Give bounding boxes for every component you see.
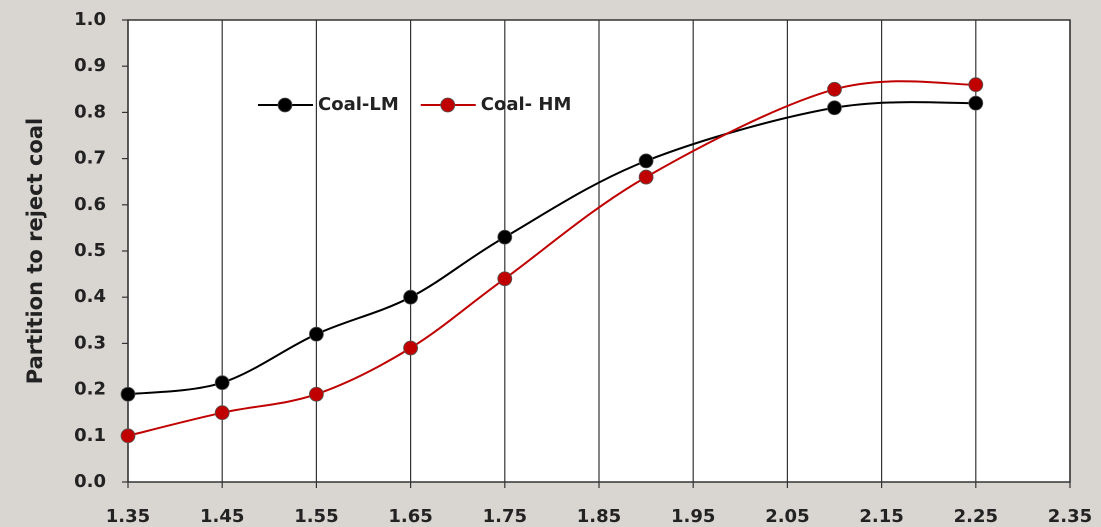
series-line xyxy=(127,101,976,396)
legend-label: Coal- HM xyxy=(481,94,572,115)
data-point xyxy=(497,271,513,287)
data-point xyxy=(214,375,230,391)
y-tick-label: 0.5 xyxy=(74,240,106,261)
x-tick-label: 2.35 xyxy=(1048,506,1092,527)
y-tick-label: 0.7 xyxy=(74,148,106,169)
data-point xyxy=(308,386,324,402)
legend-marker xyxy=(277,97,293,113)
y-tick-label: 0.3 xyxy=(74,332,106,353)
x-tick-label: 1.35 xyxy=(106,506,150,527)
legend-marker xyxy=(440,97,456,113)
x-tick-label: 1.95 xyxy=(671,506,715,527)
data-point xyxy=(308,326,324,342)
x-tick-label: 1.55 xyxy=(294,506,338,527)
x-tick-label: 1.75 xyxy=(483,506,527,527)
y-axis-title: Partition to reject coal xyxy=(23,118,47,384)
data-point xyxy=(968,95,984,111)
y-tick-label: 0.9 xyxy=(74,55,106,76)
y-tick-label: 0.4 xyxy=(74,286,106,307)
plot-frame xyxy=(127,19,1071,483)
data-point xyxy=(214,405,230,421)
y-tick-label: 0.1 xyxy=(74,425,106,446)
y-tick-label: 0.2 xyxy=(74,379,106,400)
y-tick-label: 0.8 xyxy=(74,101,106,122)
data-point xyxy=(827,100,842,116)
x-tick-label: 1.65 xyxy=(388,506,432,527)
legend-label: Coal-LM xyxy=(318,94,399,115)
x-tick-label: 2.25 xyxy=(954,506,998,527)
data-point xyxy=(120,386,136,402)
data-point xyxy=(638,153,654,169)
y-tick-label: 0.0 xyxy=(74,471,106,492)
x-tick-label: 2.05 xyxy=(765,506,809,527)
y-tick-label: 1.0 xyxy=(74,9,106,30)
data-point xyxy=(497,229,513,245)
data-point xyxy=(403,289,419,305)
data-point xyxy=(827,81,842,97)
data-point xyxy=(120,428,136,444)
y-tick-label: 0.6 xyxy=(74,194,106,215)
x-tick-label: 1.85 xyxy=(577,506,621,527)
x-tick-label: 2.15 xyxy=(859,506,903,527)
data-point xyxy=(638,169,654,185)
x-tick-label: 1.45 xyxy=(200,506,244,527)
data-point xyxy=(968,77,984,93)
data-point xyxy=(403,340,419,356)
